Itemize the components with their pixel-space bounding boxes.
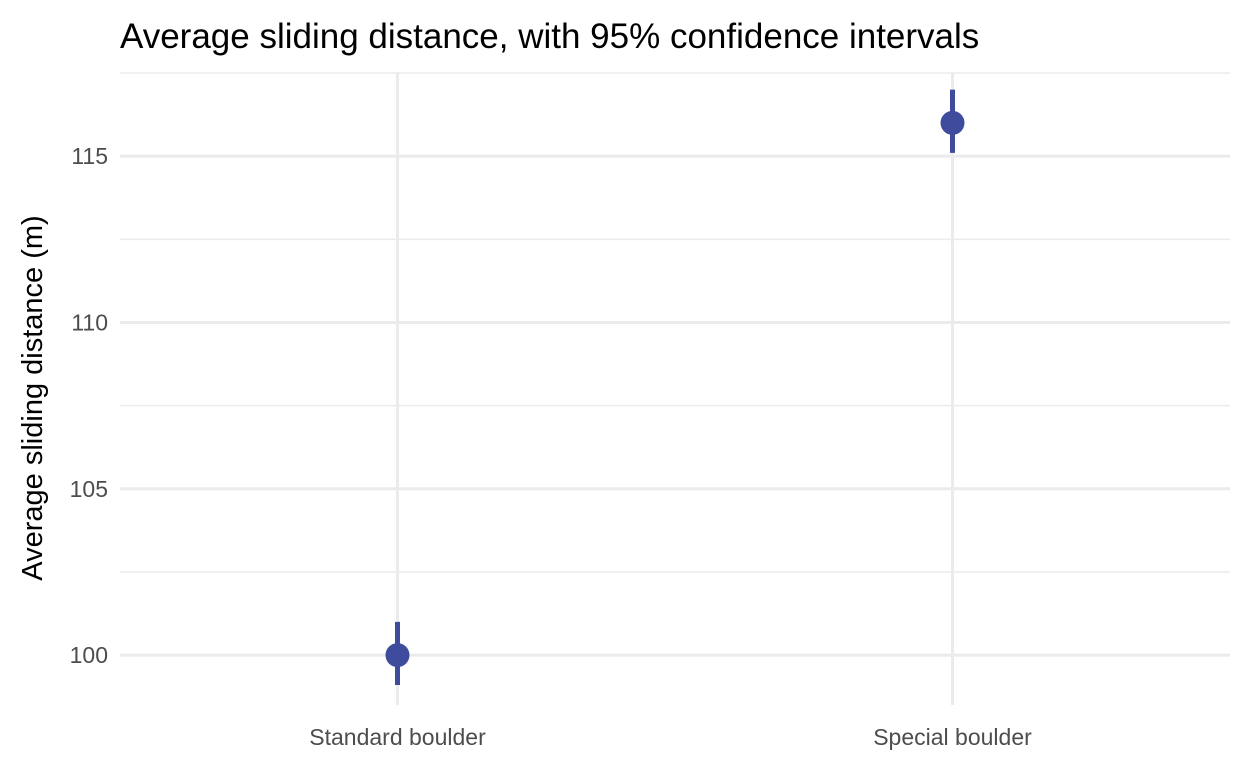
- y-tick-label: 115: [71, 143, 108, 169]
- x-tick-label: Standard boulder: [309, 724, 486, 750]
- y-tick-label: 110: [71, 309, 108, 335]
- y-tick-label: 100: [70, 642, 108, 668]
- chart-title: Average sliding distance, with 95% confi…: [120, 17, 979, 56]
- data-point: [385, 643, 410, 668]
- y-axis-title: Average sliding distance (m): [17, 215, 49, 580]
- grid-layer: [120, 72, 1230, 705]
- data-layer: [385, 89, 965, 686]
- x-tick-label: Special boulder: [873, 724, 1032, 750]
- axis-layer: 100 105 110 115 Standard boulder Special boul…: [70, 143, 1032, 750]
- data-point: [940, 110, 965, 135]
- y-tick-label: 105: [70, 476, 108, 502]
